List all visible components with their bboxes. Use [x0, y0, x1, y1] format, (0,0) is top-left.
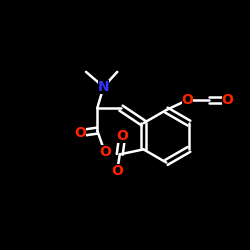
- Text: N: N: [98, 80, 109, 94]
- Text: O: O: [182, 93, 194, 107]
- Text: O: O: [99, 145, 111, 159]
- Text: O: O: [111, 164, 123, 177]
- Text: O: O: [222, 93, 234, 107]
- Text: O: O: [116, 128, 128, 142]
- Text: O: O: [74, 126, 86, 140]
